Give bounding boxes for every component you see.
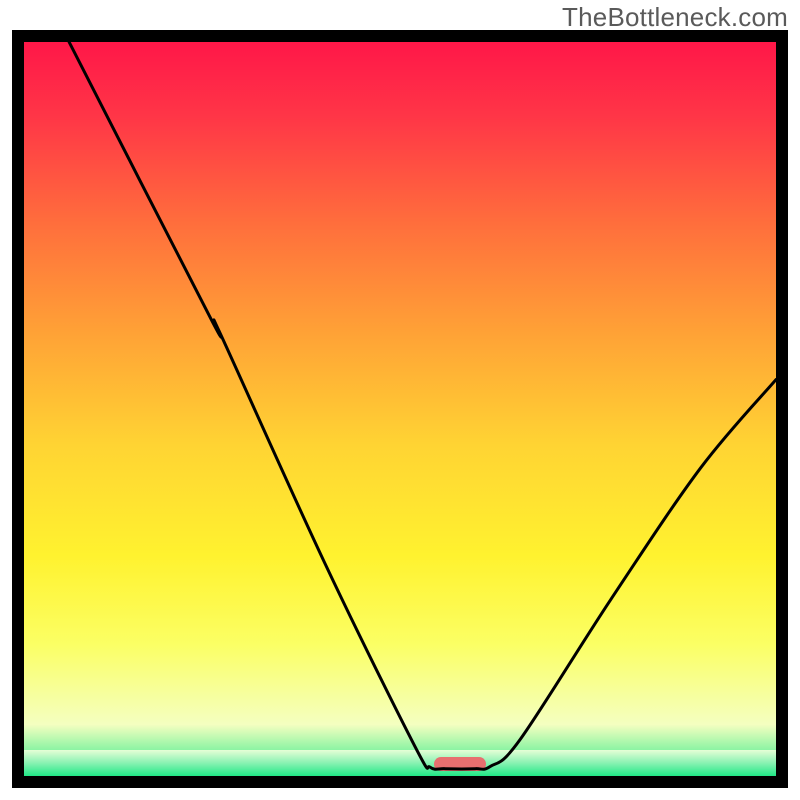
curve-path [69, 42, 776, 769]
chart-frame [12, 30, 788, 788]
bottleneck-curve [24, 42, 776, 776]
watermark-text: TheBottleneck.com [562, 2, 788, 33]
root: { "watermark": { "text": "TheBottleneck.… [0, 0, 800, 800]
